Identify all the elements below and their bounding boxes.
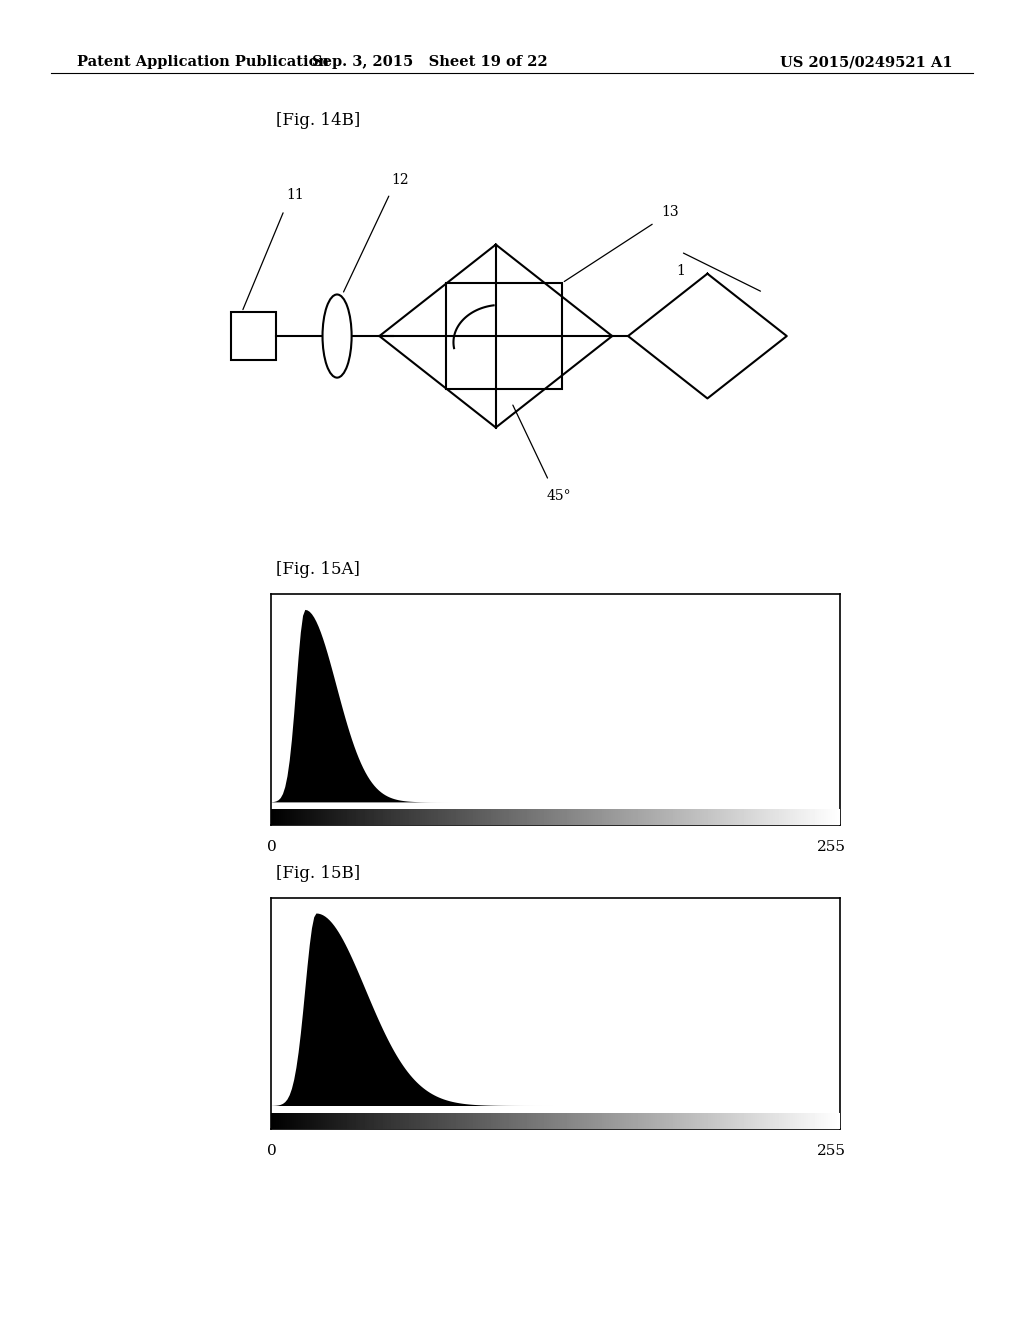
Text: 12: 12 [392, 173, 410, 187]
Bar [445, 282, 562, 389]
Text: 255: 255 [817, 841, 847, 854]
Text: Patent Application Publication: Patent Application Publication [77, 55, 329, 70]
Text: US 2015/0249521 A1: US 2015/0249521 A1 [779, 55, 952, 70]
Text: [Fig. 15B]: [Fig. 15B] [276, 865, 360, 882]
Text: 0: 0 [267, 1144, 276, 1158]
Text: Sep. 3, 2015   Sheet 19 of 22: Sep. 3, 2015 Sheet 19 of 22 [312, 55, 548, 70]
Text: [Fig. 15A]: [Fig. 15A] [276, 561, 360, 578]
Ellipse shape [323, 294, 351, 378]
Text: 13: 13 [662, 205, 679, 219]
Text: 11: 11 [286, 187, 304, 202]
Text: 0: 0 [267, 841, 276, 854]
Text: 1: 1 [677, 264, 685, 279]
Text: [Fig. 14B]: [Fig. 14B] [276, 112, 360, 129]
Text: 255: 255 [817, 1144, 847, 1158]
Text: 45°: 45° [547, 488, 571, 503]
Bar [231, 312, 276, 360]
